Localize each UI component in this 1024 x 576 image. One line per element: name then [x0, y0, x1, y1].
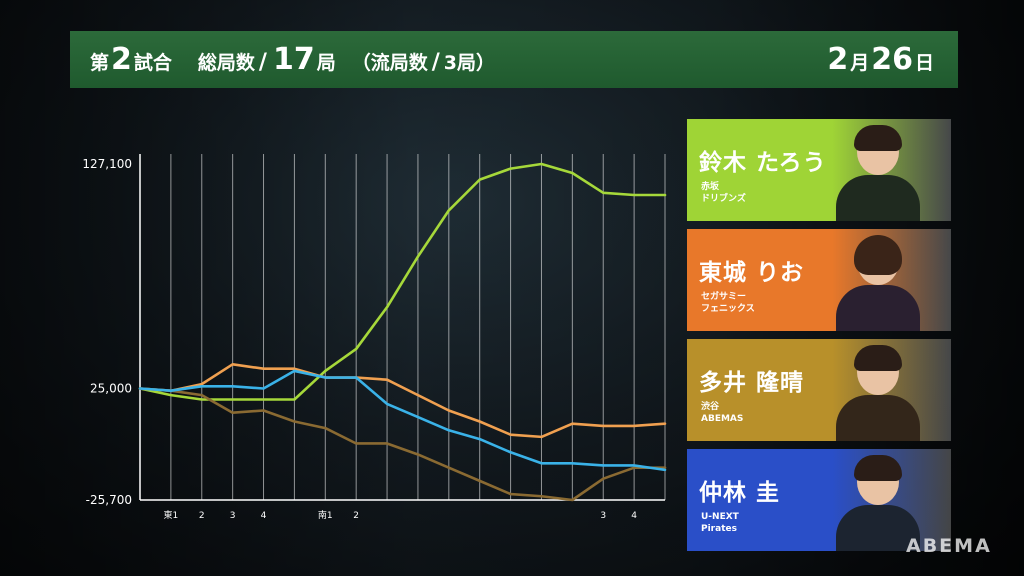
player-card-nakabayashi: 仲林 圭 U-NEXT Pirates [687, 449, 951, 551]
player-photo [833, 345, 923, 441]
date-month-suffix: 月 [850, 52, 870, 74]
slash-divider-2: / [431, 50, 440, 75]
x-tick-label: 南1 [318, 509, 333, 521]
series-line [138, 369, 667, 472]
slash-divider: / [258, 50, 267, 75]
x-tick-label: 東1 [164, 509, 179, 521]
player-name: 鈴木 たろう [699, 150, 827, 176]
player-name: 仲林 圭 [699, 480, 781, 506]
series-line [138, 363, 667, 439]
player-photo [833, 455, 923, 551]
team-name: 赤坂 ドリブンズ [701, 182, 746, 204]
game-suffix: 試合 [133, 52, 172, 74]
date-month: 2 [827, 42, 849, 77]
total-suffix: 局 [316, 52, 336, 74]
x-tick-label: 3 [600, 511, 606, 521]
header-bar: 第 2 試合 総局数 / 17 局 （流局数 / 3 局） 2 月 26 日 [70, 31, 958, 88]
player-name: 東城 りお [699, 260, 805, 286]
player-photo [833, 125, 923, 221]
total-number: 17 [272, 42, 315, 77]
game-info: 第 2 試合 総局数 / 17 局 （流局数 / 3 局） [90, 42, 495, 77]
total-prefix: 総局数 [197, 52, 255, 74]
date-day-suffix: 日 [914, 52, 934, 74]
team-name: セガサミー フェニックス [701, 292, 755, 314]
player-card-suzuki: 鈴木 たろう 赤坂 ドリブンズ [687, 119, 951, 221]
series-line [138, 387, 667, 502]
abema-watermark: ABEMA [906, 535, 992, 557]
y-tick-label: 25,000 [90, 382, 132, 396]
match-date: 2 月 26 日 [825, 42, 934, 77]
player-card-oi: 多井 隆晴 渋谷 ABEMAS [687, 339, 951, 441]
player-photo [833, 235, 923, 331]
game-number: 2 [111, 42, 132, 77]
x-tick-label: 3 [230, 511, 236, 521]
team-name: U-NEXT Pirates [701, 512, 739, 534]
draw-number: 3 [443, 52, 458, 74]
score-chart: 127,100 25,000 -25,700 東1 2 3 4 南1 2 3 4 [60, 140, 680, 530]
x-tick-label: 2 [199, 511, 205, 521]
team-name: 渋谷 ABEMAS [701, 402, 744, 424]
series-line [138, 162, 667, 401]
player-cards: 鈴木 たろう 赤坂 ドリブンズ 東城 りお セガサミー フェニックス 多井 隆晴… [687, 119, 951, 559]
date-day: 26 [871, 42, 913, 77]
x-tick-label: 2 [353, 511, 359, 521]
player-name: 多井 隆晴 [699, 370, 805, 396]
draw-suffix: 局） [457, 52, 496, 74]
game-prefix: 第 [90, 52, 110, 74]
y-tick-label: -25,700 [86, 493, 132, 507]
draw-prefix: （流局数 [351, 52, 428, 74]
x-tick-label: 4 [631, 511, 637, 521]
player-card-tojo: 東城 りお セガサミー フェニックス [687, 229, 951, 331]
score-chart-svg: 127,100 25,000 -25,700 東1 2 3 4 南1 2 3 4 [82, 154, 667, 521]
y-tick-label: 127,100 [82, 157, 132, 171]
x-tick-label: 4 [261, 511, 267, 521]
